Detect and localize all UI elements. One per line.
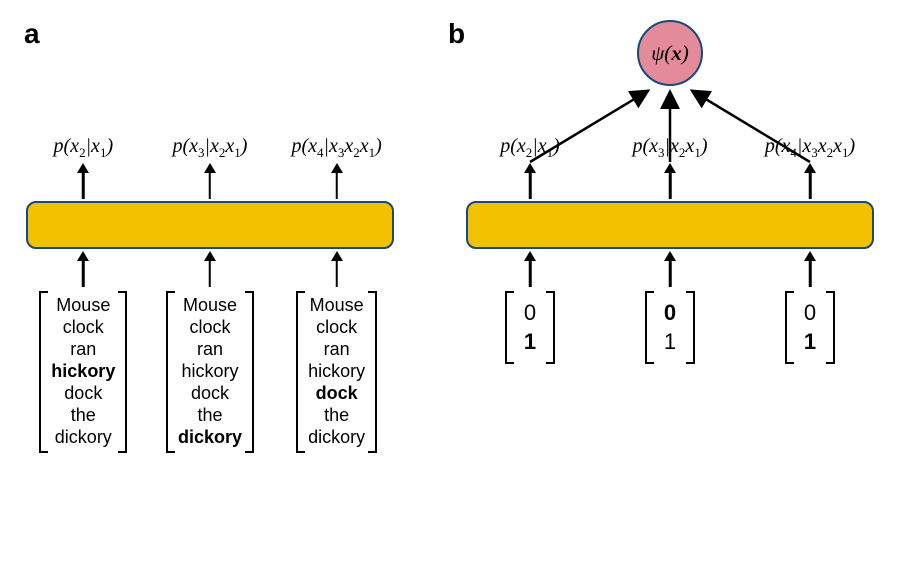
panel-a-output-row: p(x2|x1) p(x3|x2x1) p(x4|x3x2x1) <box>0 135 420 161</box>
input-token-list: Mouseclockranhickorydockthedickory <box>274 291 399 453</box>
panel-a-label: a <box>24 18 40 50</box>
model-bar <box>466 201 874 249</box>
arrow-up-icon <box>274 163 399 201</box>
token-list-content: Mouseclockranhickorydockthedickory <box>175 291 245 453</box>
arrow-up-icon <box>461 163 600 201</box>
input-bit-vector: 01 <box>461 291 600 364</box>
input-token-list: Mouseclockranhickorydockthedickory <box>147 291 272 453</box>
panel-a: a p(x2|x1) p(x3|x2x1) p(x4|x3x2x1) Mouse… <box>0 0 420 569</box>
panel-b-input-arrows <box>440 251 900 289</box>
input-bit-vector: 01 <box>741 291 880 364</box>
arrow-up-icon <box>741 251 880 289</box>
bit-vector-content: 01 <box>514 291 546 364</box>
panel-b-input-row: 01 01 01 <box>440 291 900 364</box>
token-list-content: Mouseclockranhickorydockthedickory <box>48 291 118 453</box>
arrow-up-icon <box>147 163 272 201</box>
input-token-list: Mouseclockranhickorydockthedickory <box>21 291 146 453</box>
input-bit-vector: 01 <box>601 291 740 364</box>
arrow-up-icon <box>741 163 880 201</box>
arrow-up-icon <box>21 163 146 201</box>
arrow-up-icon <box>147 251 272 289</box>
bit-vector-content: 01 <box>654 291 686 364</box>
prob-output: p(x4|x3x2x1) <box>741 135 880 161</box>
prob-output: p(x3|x2x1) <box>147 135 272 161</box>
arrow-up-icon <box>21 251 146 289</box>
prob-output: p(x2|x1) <box>21 135 146 161</box>
arrow-up-icon <box>601 163 740 201</box>
panel-a-input-row: Mouseclockranhickorydockthedickory Mouse… <box>0 291 420 453</box>
bit-vector-content: 01 <box>794 291 826 364</box>
prob-output: p(x4|x3x2x1) <box>274 135 399 161</box>
arrow-up-icon <box>601 251 740 289</box>
arrow-up-icon <box>461 251 600 289</box>
panel-b: b ψ(x) p(x2|x1) p(x3|x2x1) p(x4|x3x2x1) <box>440 0 900 569</box>
panel-b-output-row: p(x2|x1) p(x3|x2x1) p(x4|x3x2x1) <box>440 135 900 161</box>
panel-a-diagram: p(x2|x1) p(x3|x2x1) p(x4|x3x2x1) Mousecl… <box>0 105 420 453</box>
psi-node: ψ(x) <box>637 20 703 86</box>
prob-output: p(x2|x1) <box>461 135 600 161</box>
panel-b-diagram: p(x2|x1) p(x3|x2x1) p(x4|x3x2x1) 01 <box>440 105 900 364</box>
arrow-up-icon <box>274 251 399 289</box>
model-bar <box>26 201 394 249</box>
panel-b-output-arrows <box>440 163 900 201</box>
token-list-content: Mouseclockranhickorydockthedickory <box>305 291 368 453</box>
prob-output: p(x3|x2x1) <box>601 135 740 161</box>
panel-a-output-arrows <box>0 163 420 201</box>
panel-a-input-arrows <box>0 251 420 289</box>
